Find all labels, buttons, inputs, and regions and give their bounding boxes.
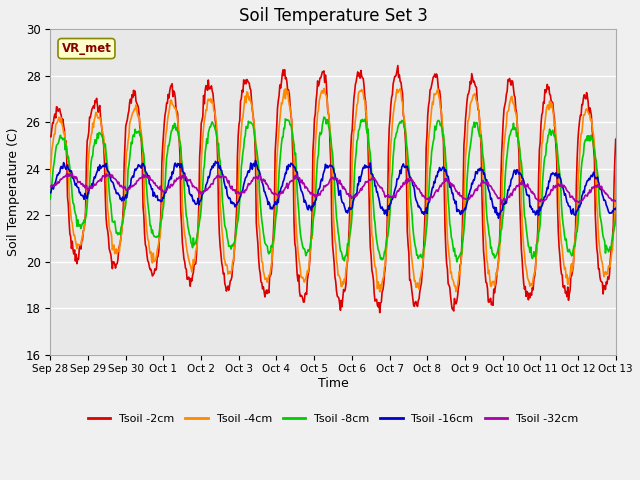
Tsoil -4cm xyxy=(416,276,424,282)
Tsoil -16cm xyxy=(282,170,289,176)
Tsoil -8cm xyxy=(415,253,423,259)
Tsoil -8cm xyxy=(449,242,457,248)
Tsoil -2cm xyxy=(117,234,125,240)
Tsoil -16cm xyxy=(46,190,54,196)
Tsoil -4cm xyxy=(320,85,328,91)
Tsoil -8cm xyxy=(320,114,328,120)
Line: Tsoil -8cm: Tsoil -8cm xyxy=(50,117,640,262)
Tsoil -2cm xyxy=(228,274,236,280)
Tsoil -2cm xyxy=(376,310,383,315)
Tsoil -32cm xyxy=(118,183,125,189)
Tsoil -8cm xyxy=(258,217,266,223)
Line: Tsoil -2cm: Tsoil -2cm xyxy=(50,66,640,312)
Text: VR_met: VR_met xyxy=(61,42,111,55)
Tsoil -8cm xyxy=(453,259,461,265)
Line: Tsoil -4cm: Tsoil -4cm xyxy=(50,88,640,292)
Tsoil -32cm xyxy=(498,201,506,207)
Tsoil -8cm xyxy=(46,196,54,202)
Tsoil -8cm xyxy=(281,126,289,132)
Tsoil -2cm xyxy=(281,67,289,72)
Tsoil -8cm xyxy=(117,225,125,230)
Tsoil -4cm xyxy=(46,170,54,176)
Tsoil -16cm xyxy=(495,216,502,221)
Line: Tsoil -32cm: Tsoil -32cm xyxy=(50,173,640,204)
Tsoil -32cm xyxy=(68,170,76,176)
Tsoil -16cm xyxy=(449,191,457,196)
Tsoil -4cm xyxy=(281,86,289,92)
Tsoil -2cm xyxy=(394,63,402,69)
Tsoil -4cm xyxy=(450,279,458,285)
Tsoil -2cm xyxy=(46,134,54,140)
Tsoil -16cm xyxy=(228,199,236,204)
Tsoil -16cm xyxy=(252,157,259,163)
Tsoil -2cm xyxy=(450,308,458,314)
Tsoil -32cm xyxy=(282,185,289,191)
Tsoil -16cm xyxy=(259,181,266,187)
Tsoil -16cm xyxy=(415,203,423,209)
Tsoil -4cm xyxy=(258,259,266,265)
Title: Soil Temperature Set 3: Soil Temperature Set 3 xyxy=(239,7,428,25)
X-axis label: Time: Time xyxy=(317,377,348,390)
Line: Tsoil -16cm: Tsoil -16cm xyxy=(50,160,640,218)
Legend: Tsoil -2cm, Tsoil -4cm, Tsoil -8cm, Tsoil -16cm, Tsoil -32cm: Tsoil -2cm, Tsoil -4cm, Tsoil -8cm, Tsoi… xyxy=(83,409,582,428)
Tsoil -32cm xyxy=(229,187,237,193)
Tsoil -32cm xyxy=(259,177,266,183)
Tsoil -2cm xyxy=(416,288,424,294)
Y-axis label: Soil Temperature (C): Soil Temperature (C) xyxy=(7,128,20,256)
Tsoil -2cm xyxy=(258,280,266,286)
Tsoil -4cm xyxy=(117,236,125,241)
Tsoil -32cm xyxy=(46,184,54,190)
Tsoil -32cm xyxy=(415,186,423,192)
Tsoil -4cm xyxy=(228,266,236,272)
Tsoil -32cm xyxy=(449,183,457,189)
Tsoil -8cm xyxy=(228,242,236,248)
Tsoil -16cm xyxy=(117,195,125,201)
Tsoil -4cm xyxy=(376,289,383,295)
